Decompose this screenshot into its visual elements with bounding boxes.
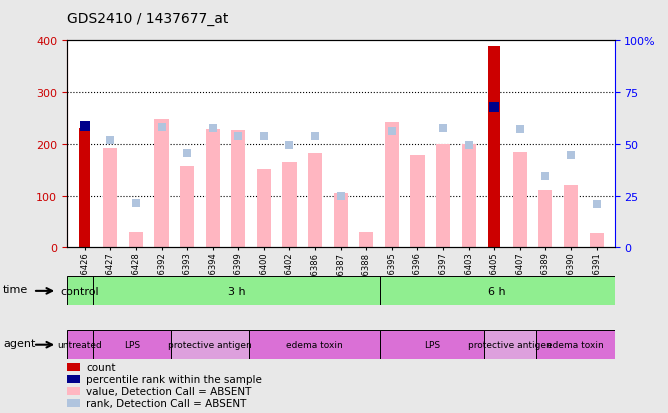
Bar — [536, 330, 615, 359]
Text: rank, Detection Call = ABSENT: rank, Detection Call = ABSENT — [86, 398, 246, 408]
Bar — [333, 194, 348, 248]
Bar — [231, 131, 245, 248]
Bar — [564, 186, 578, 248]
Bar — [308, 153, 322, 248]
Text: value, Detection Call = ABSENT: value, Detection Call = ABSENT — [86, 386, 251, 396]
Bar — [257, 169, 271, 248]
Text: protective antigen: protective antigen — [168, 340, 252, 349]
Text: LPS: LPS — [424, 340, 440, 349]
Bar — [67, 330, 93, 359]
Bar — [385, 122, 399, 248]
Bar — [79, 129, 90, 248]
Bar — [359, 232, 373, 248]
Bar — [436, 145, 450, 248]
Bar — [180, 167, 194, 248]
Bar — [154, 120, 168, 248]
Bar — [67, 399, 81, 407]
Bar — [67, 387, 81, 395]
Bar — [488, 47, 500, 248]
Bar — [93, 277, 380, 306]
Text: edema toxin: edema toxin — [286, 340, 343, 349]
Text: edema toxin: edema toxin — [547, 340, 604, 349]
Text: count: count — [86, 363, 116, 373]
Bar — [249, 330, 380, 359]
Bar — [538, 191, 552, 248]
Bar — [484, 330, 536, 359]
Text: 6 h: 6 h — [488, 286, 506, 296]
Bar — [104, 149, 118, 248]
Text: LPS: LPS — [124, 340, 140, 349]
Bar — [67, 363, 81, 371]
Bar — [67, 277, 93, 306]
Bar — [93, 330, 171, 359]
Bar — [462, 145, 476, 248]
Bar — [410, 156, 424, 248]
Bar — [67, 375, 81, 383]
Text: protective antigen: protective antigen — [468, 340, 552, 349]
Bar — [129, 232, 143, 248]
Text: 3 h: 3 h — [228, 286, 245, 296]
Bar — [380, 277, 615, 306]
Bar — [380, 330, 484, 359]
Bar — [590, 234, 604, 248]
Bar — [206, 130, 220, 248]
Text: untreated: untreated — [57, 340, 102, 349]
Text: percentile rank within the sample: percentile rank within the sample — [86, 374, 262, 384]
Text: agent: agent — [3, 338, 35, 349]
Text: control: control — [61, 286, 99, 296]
Text: time: time — [3, 285, 28, 295]
Bar — [283, 163, 297, 248]
Bar — [513, 152, 527, 248]
Text: GDS2410 / 1437677_at: GDS2410 / 1437677_at — [67, 12, 228, 26]
Bar — [171, 330, 249, 359]
